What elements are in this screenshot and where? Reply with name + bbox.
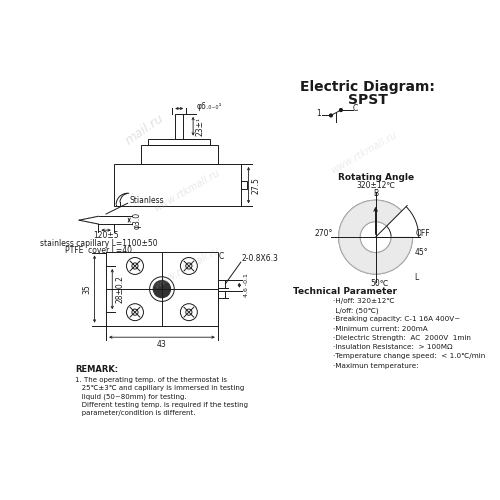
Bar: [241, 182, 247, 189]
Text: www.rtkmall.ru: www.rtkmall.ru: [330, 130, 398, 176]
Text: Different testing temp. is required if the testing: Different testing temp. is required if t…: [76, 402, 248, 408]
Text: Technical Parameter: Technical Parameter: [293, 286, 397, 296]
Text: Stianless: Stianless: [129, 196, 164, 205]
Polygon shape: [79, 216, 98, 224]
Text: ·Maximun temperature:: ·Maximun temperature:: [333, 362, 419, 368]
Text: SPST: SPST: [348, 93, 388, 107]
Bar: [176, 114, 183, 138]
Text: ·H/off: 320±12℃: ·H/off: 320±12℃: [333, 298, 395, 304]
Text: L: L: [414, 274, 418, 282]
Text: L/off: (50℃): L/off: (50℃): [333, 307, 379, 314]
Text: 27.5: 27.5: [252, 176, 261, 194]
Text: ·Temperature change speed:  < 1.0℃/min: ·Temperature change speed: < 1.0℃/min: [333, 354, 486, 360]
Text: ·Breaking capacity: C-1 16A 400V~: ·Breaking capacity: C-1 16A 400V~: [333, 316, 460, 322]
Text: OFF: OFF: [416, 229, 430, 238]
Circle shape: [330, 114, 332, 117]
Text: 1. The operating temp. of the thermostat is: 1. The operating temp. of the thermostat…: [76, 376, 228, 382]
Bar: [148, 138, 210, 144]
Text: www.rtkmall.ru: www.rtkmall.ru: [152, 245, 222, 291]
Text: 45°: 45°: [415, 248, 428, 257]
Polygon shape: [338, 200, 412, 274]
Text: C: C: [219, 252, 224, 261]
Text: 4.6 -0.1: 4.6 -0.1: [244, 274, 248, 297]
Text: 43: 43: [157, 340, 167, 348]
Bar: [218, 280, 226, 287]
Text: 120±5: 120±5: [94, 231, 119, 240]
Text: stainless capillary L=1100±50: stainless capillary L=1100±50: [40, 239, 157, 248]
Text: 320±12℃: 320±12℃: [356, 181, 395, 190]
Text: 28±0.2: 28±0.2: [116, 275, 124, 303]
Text: 1: 1: [316, 110, 321, 118]
Text: 23±¹: 23±¹: [196, 116, 204, 136]
Text: parameter/condition is different.: parameter/condition is different.: [76, 410, 196, 416]
Bar: [106, 252, 218, 326]
Circle shape: [340, 108, 342, 112]
Text: Electric Diagram:: Electric Diagram:: [300, 80, 436, 94]
Text: ·Dielectric Strength:  AC  2000V  1min: ·Dielectric Strength: AC 2000V 1min: [333, 335, 471, 341]
Text: 50℃: 50℃: [370, 279, 388, 288]
Text: PTFE  cover L=40: PTFE cover L=40: [65, 246, 132, 256]
Text: B: B: [373, 190, 378, 198]
Text: 2-0.8X6.3: 2-0.8X6.3: [242, 254, 279, 263]
Text: mail.ru: mail.ru: [123, 112, 166, 147]
Text: ·Minimum current: 200mA: ·Minimum current: 200mA: [333, 326, 428, 332]
Text: 25℃±3℃ and capillary is immersed in testing: 25℃±3℃ and capillary is immersed in test…: [76, 385, 244, 391]
Circle shape: [152, 280, 171, 298]
Text: ·Insulation Resistance:  > 100MΩ: ·Insulation Resistance: > 100MΩ: [333, 344, 453, 350]
Text: liquid (50~80mm) for testing.: liquid (50~80mm) for testing.: [76, 393, 187, 400]
Text: C: C: [353, 104, 358, 113]
Bar: [114, 164, 241, 206]
Text: Rotating Angle: Rotating Angle: [338, 172, 413, 182]
Text: φ3.0: φ3.0: [132, 212, 141, 228]
Text: 270°: 270°: [314, 229, 332, 238]
Text: 35: 35: [82, 284, 92, 294]
Text: φ6.₀₋₀¹: φ6.₀₋₀¹: [196, 102, 222, 112]
Bar: [141, 144, 218, 164]
Bar: [218, 290, 226, 298]
Text: www.rtkmall.ru: www.rtkmall.ru: [152, 168, 222, 214]
Text: REMARK:: REMARK:: [76, 365, 118, 374]
